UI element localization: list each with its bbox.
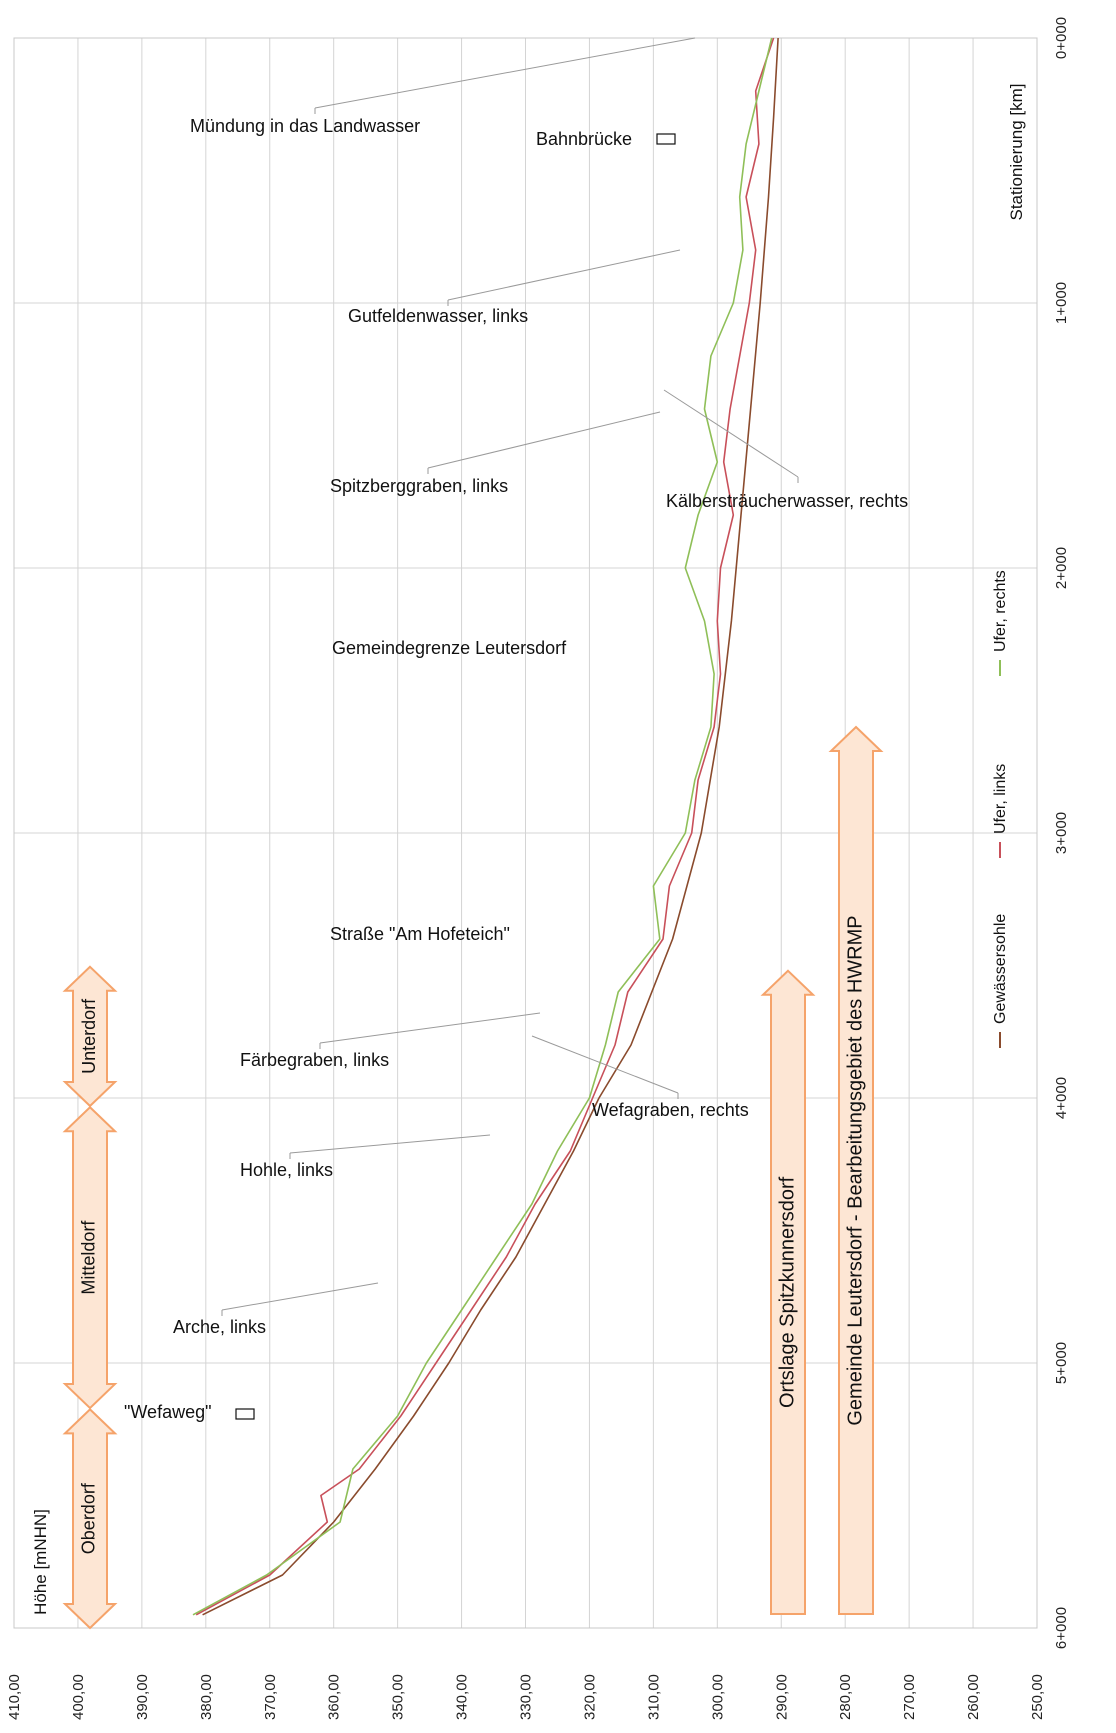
annotation-label: Färbegraben, links — [240, 1050, 389, 1070]
height-tick-label: 250,00 — [1029, 1674, 1046, 1720]
grid-lines — [13, 37, 1038, 1629]
annotation-label: Mündung in das Landwasser — [190, 116, 420, 136]
annotation-label: Bahnbrücke — [536, 129, 632, 149]
annotation-leader-line — [531, 1035, 679, 1094]
plot-frame — [13, 37, 1038, 1629]
band-label: Oberdorf — [79, 1482, 99, 1554]
height-tick-label: 290,00 — [773, 1674, 790, 1720]
station-tick-label: 6+000 — [1053, 1607, 1070, 1649]
region-arrows: Ortslage Spitzkunnersdorf Gemeinde Leuter… — [760, 725, 884, 1615]
band-label: Mitteldorf — [79, 1220, 99, 1295]
height-tick-labels: 410,00 400,00 390,00 380,00 370,00 360,00 350,… — [6, 1674, 1046, 1720]
x-axis-title: Stationierung [km] — [1007, 83, 1026, 220]
height-tick-label: 310,00 — [645, 1674, 662, 1720]
station-tick-labels: 0+000 1+000 2+000 3+000 4+000 5+000 6+000 — [1053, 17, 1070, 1649]
series-line-gew-ssersohle — [202, 37, 779, 1616]
height-tick-label: 410,00 — [6, 1674, 23, 1720]
station-tick-label: 2+000 — [1053, 547, 1070, 589]
bridge-marker — [235, 1408, 255, 1420]
annotation-label: Wefagraben, rechts — [592, 1100, 749, 1120]
annotation-leader-line — [447, 249, 681, 301]
band-arrow — [62, 1407, 118, 1630]
height-tick-label: 380,00 — [198, 1674, 215, 1720]
annotation-label: Gemeindegrenze Leutersdorf — [332, 638, 567, 658]
height-tick-label: 350,00 — [390, 1674, 407, 1720]
annotation-leader-line — [663, 389, 799, 478]
height-tick-label: 390,00 — [134, 1674, 151, 1720]
station-tick-label: 4+000 — [1053, 1077, 1070, 1119]
annotations: Mündung in das Landwasser Bahnbrücke Gutfe… — [124, 37, 908, 1422]
bridge-marker — [656, 133, 676, 145]
height-tick-label: 320,00 — [581, 1674, 598, 1720]
annotation-label: "Wefaweg" — [124, 1402, 212, 1422]
station-tick-label: 1+000 — [1053, 282, 1070, 324]
region-label: Gemeinde Leutersdorf - Bearbeitungsgebie… — [844, 915, 866, 1425]
series-line-ufer--links — [195, 37, 775, 1616]
data-series — [192, 37, 779, 1616]
region-arrow — [828, 725, 884, 1615]
height-tick-label: 280,00 — [837, 1674, 854, 1720]
band-label: Unterdorf — [79, 998, 99, 1074]
plot-border — [13, 37, 1038, 1629]
height-tick-label: 330,00 — [518, 1674, 535, 1720]
height-tick-label: 360,00 — [326, 1674, 343, 1720]
height-tick-label: 300,00 — [709, 1674, 726, 1720]
series-line-ufer--rechts — [192, 37, 773, 1616]
legend-label: Gewässersohle — [992, 914, 1009, 1024]
y-axis-title: Höhe [mNHN] — [31, 1509, 50, 1615]
annotation-leader-line — [319, 1012, 541, 1044]
region-label: Ortslage Spitzkunnersdorf — [776, 1176, 798, 1408]
annotation-leader-line — [314, 37, 696, 109]
height-tick-label: 370,00 — [262, 1674, 279, 1720]
annotation-label: Gutfeldenwasser, links — [348, 306, 528, 326]
station-tick-label: 3+000 — [1053, 812, 1070, 854]
height-tick-label: 260,00 — [965, 1674, 982, 1720]
annotation-label: Straße "Am Hofeteich" — [330, 924, 510, 944]
annotation-label: Kälbersträucherwasser, rechts — [666, 491, 908, 511]
height-tick-label: 340,00 — [454, 1674, 471, 1720]
annotation-leader-line — [289, 1134, 491, 1154]
legend-label: Ufer, rechts — [992, 570, 1009, 652]
station-tick-label: 0+000 — [1053, 17, 1070, 59]
annotation-leader-line — [221, 1282, 379, 1311]
annotation-label: Hohle, links — [240, 1160, 333, 1180]
height-tick-label: 400,00 — [70, 1674, 87, 1720]
annotation-label: Spitzberggraben, links — [330, 476, 508, 496]
legend: Gewässersohle Ufer, links Ufer, rechts — [992, 570, 1009, 1048]
village-band-arrows: Unterdorf Mitteldorf Oberdorf — [62, 965, 118, 1630]
legend-label: Ufer, links — [992, 764, 1009, 834]
height-tick-label: 270,00 — [901, 1674, 918, 1720]
annotation-label: Arche, links — [173, 1317, 266, 1337]
annotation-leader-line — [427, 411, 661, 469]
region-arrow — [760, 969, 816, 1615]
station-tick-label: 5+000 — [1053, 1342, 1070, 1384]
